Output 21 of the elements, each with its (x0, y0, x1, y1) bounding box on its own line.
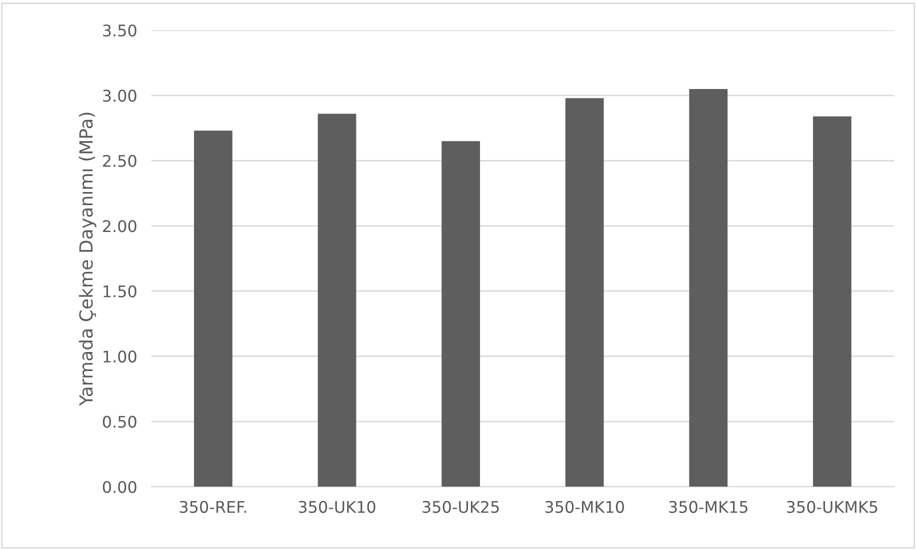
bar (194, 130, 232, 487)
y-tick-label: 2.00 (103, 220, 136, 232)
bar (442, 141, 480, 487)
bar (689, 88, 728, 487)
y-tick-label: 1.50 (104, 285, 136, 298)
y-axis-title: Yarmada Çekme Dayanımı (MPa) (78, 112, 96, 406)
y-tick-label: 3.50 (103, 24, 136, 37)
bar (318, 114, 356, 487)
y-tick-label: 0.50 (102, 416, 136, 428)
x-tick-label: 350-REF. (180, 500, 246, 513)
x-tick-label: 350-MK15 (669, 500, 748, 513)
x-tick-label: 350-UK10 (298, 500, 376, 513)
bar (565, 98, 604, 487)
y-tick-label: 2.50 (103, 154, 136, 167)
x-tick-label: 350-UKMK5 (786, 500, 878, 513)
y-tick-label: 3.00 (103, 90, 136, 102)
x-tick-label: 350-UK25 (422, 500, 499, 513)
x-tick-label: 350-MK10 (545, 500, 624, 513)
bar (812, 116, 852, 487)
y-tick-label: 0.00 (102, 480, 136, 494)
y-tick-label: 1.00 (104, 350, 136, 363)
